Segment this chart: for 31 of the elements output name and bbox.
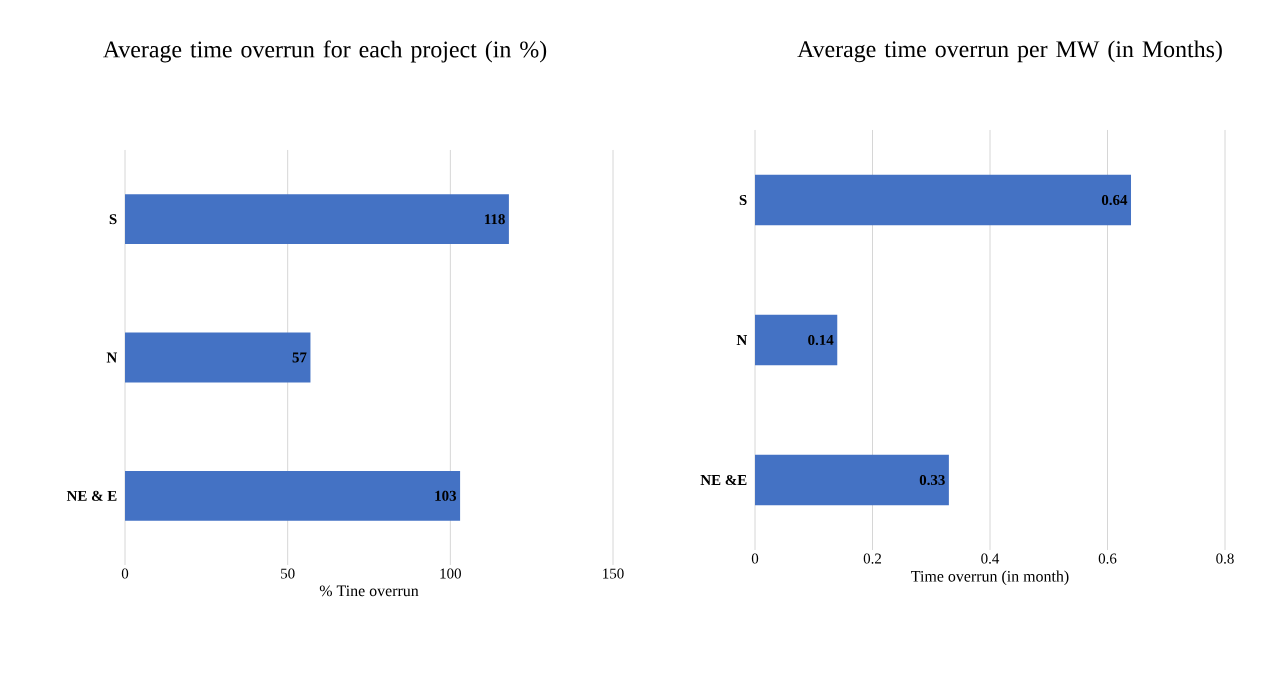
x-tick-label: 0 bbox=[121, 568, 129, 579]
y-tick-label: N bbox=[106, 352, 118, 363]
x-axis-title: % Tine overrun bbox=[319, 585, 419, 597]
chart-title: Average time overrun for each project (in %) bbox=[103, 40, 547, 63]
x-tick-label: 0.6 bbox=[1098, 553, 1117, 564]
x-tick-label: 0.8 bbox=[1216, 553, 1234, 564]
y-tick-label: NE & E bbox=[66, 490, 117, 501]
bar bbox=[755, 454, 949, 506]
bar bbox=[755, 314, 838, 366]
bar bbox=[125, 470, 461, 521]
y-tick-label: NE &E bbox=[700, 474, 747, 486]
x-tick-label: 150 bbox=[603, 568, 624, 579]
x-axis-title: Time overrun (in month) bbox=[911, 570, 1069, 585]
data-label: 57 bbox=[292, 352, 307, 363]
y-tick-label: N bbox=[736, 335, 748, 345]
x-tick-label: 100 bbox=[440, 568, 461, 579]
data-label: 0.33 bbox=[919, 474, 945, 486]
y-tick-label: S bbox=[109, 214, 117, 225]
data-label: 103 bbox=[435, 490, 457, 501]
y-tick-label: S bbox=[739, 194, 747, 205]
x-tick-label: 0 bbox=[751, 553, 759, 564]
x-tick-label: 50 bbox=[281, 568, 295, 579]
chart-title: Average time overrun per MW (in Months) bbox=[797, 40, 1222, 63]
x-tick-label: 0.2 bbox=[863, 553, 882, 564]
data-label: 0.14 bbox=[808, 334, 834, 346]
data-label: 118 bbox=[485, 214, 505, 225]
x-tick-label: 0.4 bbox=[981, 553, 1000, 564]
data-label: 0.64 bbox=[1101, 194, 1128, 206]
bar bbox=[125, 332, 311, 383]
bar bbox=[125, 194, 509, 245]
bar bbox=[755, 174, 1132, 226]
